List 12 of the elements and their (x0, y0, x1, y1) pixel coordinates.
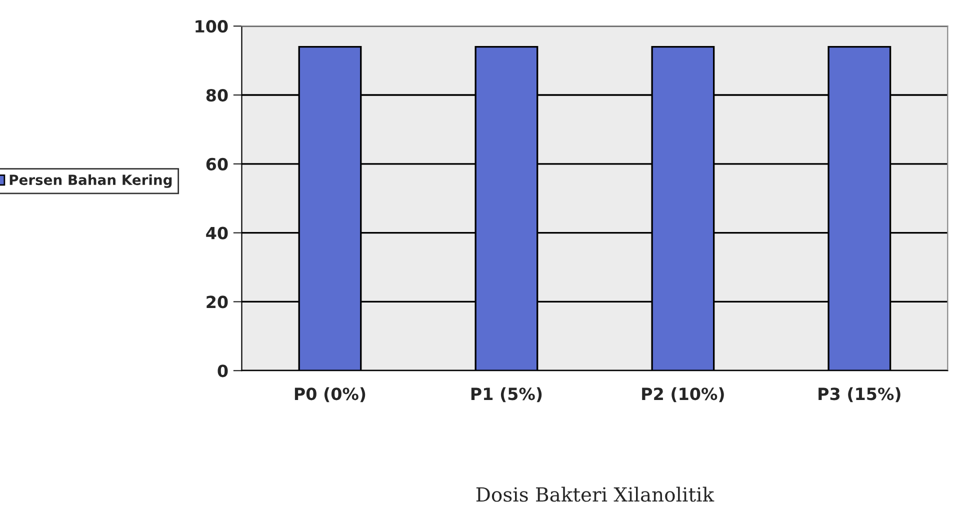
x-tick-label: P3 (15%) (818, 387, 900, 402)
x-tick-label: P1 (5%) (471, 387, 542, 402)
x-tick-label: P2 (10%) (642, 387, 724, 402)
x-tick-label: P0 (0%) (294, 387, 366, 402)
y-tick-label: 60 (206, 158, 228, 170)
y-tick-label: 100 (196, 20, 228, 33)
y-tick-label: 20 (206, 296, 228, 308)
x-axis-title: Dosis Bakteri Xilanolitik (476, 486, 714, 502)
legend-label: Persen Bahan Kering (10, 174, 172, 188)
y-tick-label: 80 (206, 88, 228, 102)
y-tick-label: 0 (218, 364, 228, 378)
y-tick-label: 40 (206, 226, 228, 240)
